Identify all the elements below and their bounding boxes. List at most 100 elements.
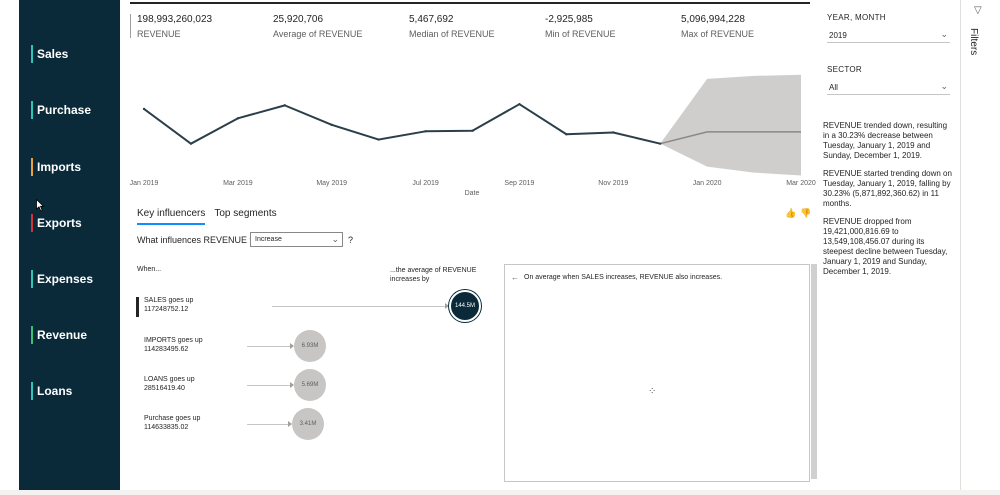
x-tick-label: Sep 2019 xyxy=(504,180,534,187)
kpi-value: 198,993,260,023 xyxy=(137,14,213,25)
influencer-row[interactable]: SALES goes up 117248752.12 xyxy=(136,297,194,317)
kpi-label: Average of REVENUE xyxy=(273,29,363,39)
impact-bubble[interactable]: 6.93M xyxy=(294,330,326,362)
x-tick-label: Mar 2019 xyxy=(223,180,253,187)
revenue-series-line xyxy=(143,103,661,145)
sidebar-item-label: Exports xyxy=(37,216,82,230)
back-arrow-icon[interactable]: ← xyxy=(511,273,519,282)
mouse-cursor-icon xyxy=(36,199,44,212)
sidebar-item-expenses[interactable]: Expenses xyxy=(31,270,93,288)
smart-narrative: REVENUE trended down, resulting in a 30.… xyxy=(823,121,955,285)
influencer-name: IMPORTS goes up xyxy=(144,337,203,344)
revenue-data-point xyxy=(518,102,521,106)
detail-scrollbar[interactable] xyxy=(811,264,817,479)
tab-top-segments[interactable]: Top segments xyxy=(214,208,277,219)
revenue-data-point xyxy=(142,107,146,111)
tab-key-influencers[interactable]: Key influencers xyxy=(137,208,206,225)
kpi-value: 5,096,994,228 xyxy=(681,14,745,25)
filters-divider xyxy=(960,0,961,495)
revenue-data-point xyxy=(612,131,615,134)
influencer-question: What influences REVENUE to xyxy=(137,235,258,245)
influencer-name: SALES goes up xyxy=(144,297,194,304)
sidebar-item-label: Expenses xyxy=(37,272,94,286)
help-icon[interactable]: ? xyxy=(348,235,354,245)
detail-description: On average when SALES increases, REVENUE… xyxy=(524,274,723,281)
sidebar-item-accent xyxy=(31,326,33,344)
key-influencers-tabs: Key influencers Top segments xyxy=(137,208,277,225)
influencer-connector xyxy=(247,424,288,425)
influencer-connector xyxy=(247,346,290,347)
report-canvas: 198,993,260,023 REVENUE 25,920,706 Average … xyxy=(120,0,960,490)
x-tick-label: Jul 2019 xyxy=(412,180,439,187)
kpi-value: -2,925,985 xyxy=(545,14,593,25)
dropdown-value: Increase xyxy=(255,236,282,243)
arrow-right-icon xyxy=(290,382,294,388)
kpi-card: -2,925,985 Min of REVENUE xyxy=(545,14,616,39)
feedback-buttons: 👍 👎 xyxy=(785,208,811,219)
kpi-label: Median of REVENUE xyxy=(409,29,495,39)
sidebar-item-label: Sales xyxy=(37,47,69,61)
influencer-row[interactable]: IMPORTS goes up 114283495.62 xyxy=(136,337,203,353)
sidebar-item-accent xyxy=(31,158,33,176)
year-month-slicer-title: YEAR, MONTH xyxy=(827,13,886,22)
kpi-label: Max of REVENUE xyxy=(681,29,755,39)
revenue-data-point xyxy=(236,117,240,120)
impact-bubble[interactable]: 5.69M xyxy=(294,369,326,401)
sidebar-item-accent xyxy=(31,45,33,63)
sidebar-item-exports[interactable]: Exports xyxy=(31,214,82,232)
narrative-paragraph: REVENUE trended down, resulting in a 30.… xyxy=(823,121,948,160)
thumbs-down-icon[interactable]: 👎 xyxy=(800,208,812,218)
sidebar-item-label: Purchase xyxy=(37,103,92,117)
influencer-detail-panel: ← On average when SALES increases, REVEN… xyxy=(504,264,810,482)
filters-pane-toggle[interactable]: Filters xyxy=(968,28,979,56)
chevron-down-icon: ⌄ xyxy=(940,29,948,39)
revenue-data-point xyxy=(330,123,333,127)
impact-bubble[interactable]: 144.5M xyxy=(449,290,481,322)
revenue-line-chart[interactable]: Jan 2019 Mar 2019 May 2019 Jul 2019 Sep 2019… xyxy=(120,70,820,200)
sidebar: Sales Purchase Imports Exports Expenses Reven… xyxy=(19,0,120,490)
loading-spinner-icon: ⁘ xyxy=(648,386,658,397)
x-tick-label: Nov 2019 xyxy=(598,180,628,187)
influencer-connector xyxy=(247,385,290,386)
narrative-paragraph: REVENUE started trending down on Tuesday… xyxy=(823,169,952,208)
impact-bubble[interactable]: 3.41M xyxy=(292,408,324,440)
x-tick-label: Mar 2020 xyxy=(786,180,816,187)
sidebar-item-accent xyxy=(31,101,33,119)
influencer-value: 114633835.02 xyxy=(144,424,189,431)
influencer-name: LOANS goes up xyxy=(144,376,195,383)
sidebar-item-sales[interactable]: Sales xyxy=(31,45,68,63)
when-column-header: When... xyxy=(137,266,162,273)
sidebar-item-imports[interactable]: Imports xyxy=(31,158,81,176)
sidebar-item-loans[interactable]: Loans xyxy=(31,382,72,400)
sidebar-item-accent xyxy=(31,270,33,288)
sidebar-item-purchase[interactable]: Purchase xyxy=(31,101,91,119)
influencer-value: 117248752.12 xyxy=(144,306,189,313)
sidebar-item-label: Revenue xyxy=(37,328,88,342)
year-month-slicer[interactable]: 2019 ⌄ xyxy=(827,28,950,43)
filter-icon[interactable]: ▽ xyxy=(974,5,982,16)
x-tick-label: Jan 2019 xyxy=(130,180,159,187)
kpi-card: 5,467,692 Median of REVENUE xyxy=(409,14,495,39)
influencer-row[interactable]: Purchase goes up 114633835.02 xyxy=(136,415,200,431)
sidebar-item-revenue[interactable]: Revenue xyxy=(31,326,87,344)
filters-pane: ▽ Filters xyxy=(961,0,1000,495)
sector-slicer-title: SECTOR xyxy=(827,65,862,74)
sidebar-item-label: Imports xyxy=(37,160,82,174)
sidebar-item-accent xyxy=(31,214,33,232)
arrow-right-icon xyxy=(290,343,294,349)
impact-column-header: ...the average of REVENUE increases by xyxy=(390,267,477,283)
increase-decrease-dropdown[interactable]: Increase ⌄ xyxy=(250,232,343,247)
thumbs-up-icon[interactable]: 👍 xyxy=(785,208,797,218)
sector-slicer-value: All xyxy=(829,83,838,92)
top-rule xyxy=(130,2,810,4)
influencer-row[interactable]: LOANS goes up 28516419.40 xyxy=(136,376,195,392)
influencer-connector xyxy=(272,306,445,307)
narrative-paragraph: REVENUE dropped from 19,421,000,816.69 t… xyxy=(823,217,948,276)
revenue-data-point xyxy=(189,142,193,145)
kpi-label: REVENUE xyxy=(137,29,181,39)
chevron-down-icon: ⌄ xyxy=(940,81,948,91)
sector-slicer[interactable]: All ⌄ xyxy=(827,80,950,95)
kpi-value: 25,920,706 xyxy=(273,14,324,25)
revenue-data-point xyxy=(377,138,380,141)
